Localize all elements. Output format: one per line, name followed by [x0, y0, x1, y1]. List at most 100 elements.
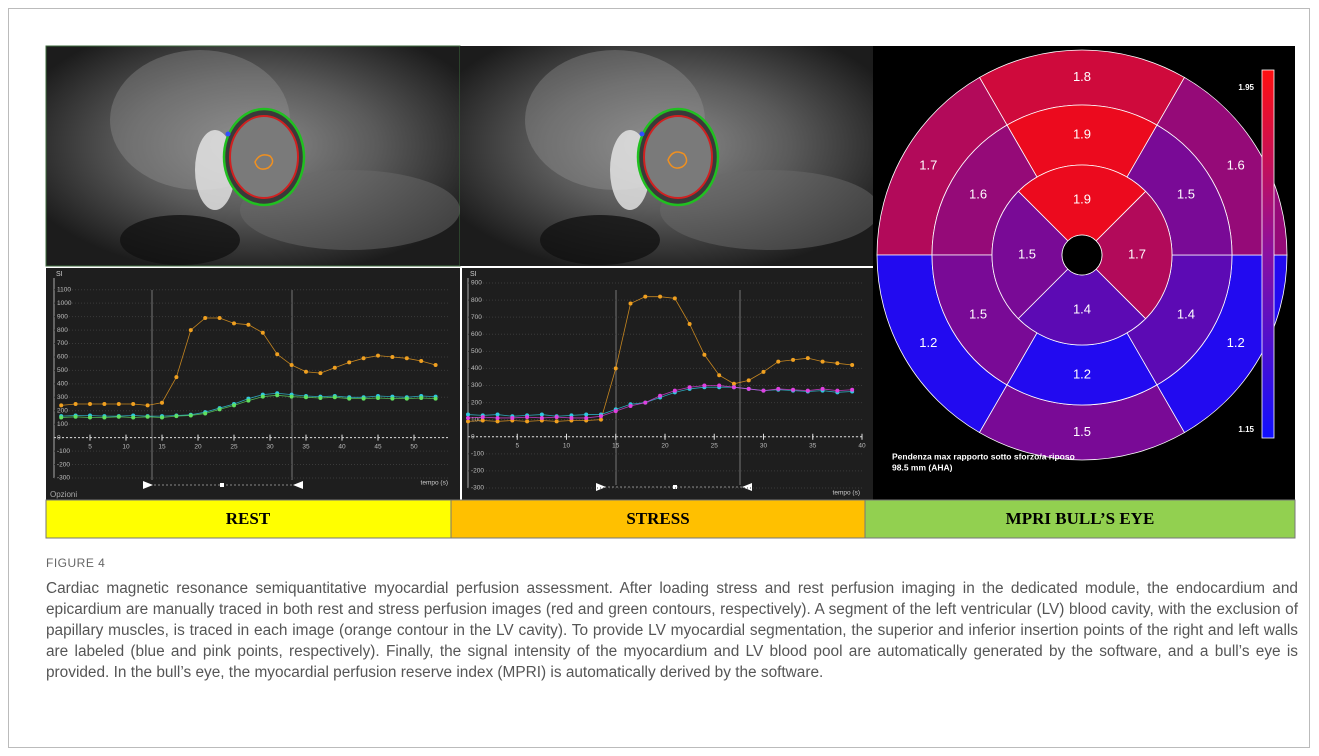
y-tick-label: 400: [57, 381, 68, 388]
series-point: [376, 354, 380, 358]
series-point: [717, 373, 721, 377]
series-point: [835, 361, 839, 365]
series-point: [673, 296, 677, 300]
series-point: [102, 402, 106, 406]
mri-stress: [460, 46, 880, 266]
series-point: [261, 331, 265, 335]
x-tick-label: 50: [410, 443, 418, 450]
series-point: [434, 363, 438, 367]
series-point: [146, 403, 150, 407]
series-point: [131, 402, 135, 406]
series-point: [821, 360, 825, 364]
series-point: [261, 395, 265, 399]
corner-label: Opzioni: [50, 490, 77, 499]
y-tick-label: 900: [471, 280, 482, 287]
series-point: [362, 356, 366, 360]
y-tick-label: 900: [57, 313, 68, 320]
y-tick-label: 300: [57, 394, 68, 401]
series-point: [762, 370, 766, 374]
stress-chart-bg: [462, 268, 873, 500]
y-tick-label: -200: [57, 461, 70, 468]
series-point: [599, 418, 603, 422]
series-point: [806, 356, 810, 360]
segment-label: 1.6: [969, 186, 987, 201]
x-axis-label: tempo (s): [833, 490, 860, 497]
series-point: [496, 416, 500, 420]
series-point: [643, 401, 647, 405]
colorbar-label: 1.95: [1238, 83, 1254, 92]
y-tick-label: -200: [471, 468, 484, 475]
segment-label: 1.4: [1177, 306, 1195, 321]
series-point: [160, 415, 164, 419]
series-point: [304, 395, 308, 399]
series-point: [405, 397, 409, 401]
x-tick-label: 10: [563, 442, 571, 449]
segment-label: 1.2: [1073, 366, 1091, 381]
x-tick-label: 25: [711, 442, 719, 449]
series-point: [59, 403, 63, 407]
y-tick-label: 800: [471, 297, 482, 304]
series-point: [569, 416, 573, 420]
series-point: [405, 356, 409, 360]
series-point: [102, 415, 106, 419]
segment-label: 1.6: [1227, 158, 1245, 173]
series-point: [174, 414, 178, 418]
series-point: [390, 397, 394, 401]
panel-label: STRESS: [626, 509, 689, 528]
y-tick-label: 1000: [57, 300, 72, 307]
segment-label: 1.2: [1227, 335, 1245, 350]
segment-label: 1.2: [919, 335, 937, 350]
segment-label: 1.5: [1177, 186, 1195, 201]
y-tick-label: -100: [57, 448, 70, 455]
series-point: [762, 389, 766, 393]
page: REST STRESS MPRI BULL’S EYE -300-200-100…: [0, 0, 1319, 756]
series-point: [419, 359, 423, 363]
series-point: [688, 385, 692, 389]
caption-label: FIGURE 4: [46, 556, 105, 570]
series-point: [658, 394, 662, 398]
series-point: [189, 328, 193, 332]
series-point: [275, 393, 279, 397]
series-point: [850, 363, 854, 367]
y-tick-label: 700: [471, 314, 482, 321]
x-tick-label: 40: [858, 442, 866, 449]
series-point: [232, 321, 236, 325]
series-point: [304, 370, 308, 374]
series-point: [629, 404, 633, 408]
series-point: [702, 384, 706, 388]
x-tick-label: 30: [760, 442, 768, 449]
y-tick-label: 100: [57, 421, 68, 428]
y-tick-label: 500: [57, 367, 68, 374]
series-point: [131, 415, 135, 419]
series-point: [643, 295, 647, 299]
series-point: [318, 396, 322, 400]
series-point: [419, 396, 423, 400]
series-point: [290, 395, 294, 399]
y-axis-label: SI: [470, 271, 477, 278]
series-point: [376, 396, 380, 400]
series-point: [791, 388, 795, 392]
series-point: [390, 355, 394, 359]
series-point: [629, 302, 633, 306]
x-tick-label: 5: [515, 442, 519, 449]
series-point: [806, 389, 810, 393]
series-point: [584, 416, 588, 420]
x-tick-label: 25: [230, 443, 238, 450]
y-tick-label: 400: [471, 365, 482, 372]
y-axis-label: SI: [56, 271, 63, 278]
series-point: [555, 419, 559, 423]
series-point: [203, 316, 207, 320]
x-tick-label: 20: [194, 443, 202, 450]
series-point: [614, 366, 618, 370]
y-tick-label: 200: [471, 399, 482, 406]
y-tick-label: -300: [57, 475, 70, 482]
segment-label: 1.9: [1073, 191, 1091, 206]
series-point: [347, 397, 351, 401]
series-point: [747, 378, 751, 382]
series-point: [333, 366, 337, 370]
y-tick-label: 700: [57, 340, 68, 347]
series-point: [466, 416, 470, 420]
series-point: [776, 387, 780, 391]
series-point: [146, 415, 150, 419]
bullseye-note: Pendenza max rapporto sotto sforzo/a rip…: [892, 451, 1075, 461]
